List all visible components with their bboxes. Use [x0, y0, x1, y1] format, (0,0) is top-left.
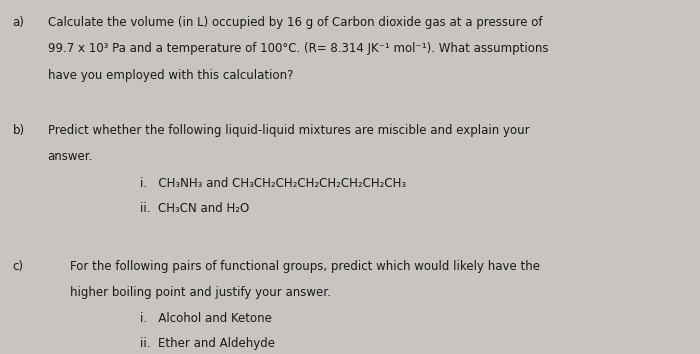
Text: For the following pairs of functional groups, predict which would likely have th: For the following pairs of functional gr…: [70, 260, 540, 273]
Text: Predict whether the following liquid-liquid mixtures are miscible and explain yo: Predict whether the following liquid-liq…: [48, 124, 529, 137]
Text: 99.7 x 10³ Pa and a temperature of 100°C. (R= 8.314 JK⁻¹ mol⁻¹). What assumption: 99.7 x 10³ Pa and a temperature of 100°C…: [48, 42, 548, 56]
Text: b): b): [13, 124, 25, 137]
Text: higher boiling point and justify your answer.: higher boiling point and justify your an…: [70, 286, 331, 299]
Text: ii.  Ether and Aldehyde: ii. Ether and Aldehyde: [140, 337, 275, 350]
Text: a): a): [13, 16, 25, 29]
Text: have you employed with this calculation?: have you employed with this calculation?: [48, 69, 293, 82]
Text: Calculate the volume (in L) occupied by 16 g of Carbon dioxide gas at a pressure: Calculate the volume (in L) occupied by …: [48, 16, 542, 29]
Text: c): c): [13, 260, 24, 273]
Text: answer.: answer.: [48, 150, 93, 163]
Text: ii.  CH₃CN and H₂O: ii. CH₃CN and H₂O: [140, 202, 249, 216]
Text: i.   Alcohol and Ketone: i. Alcohol and Ketone: [140, 312, 272, 325]
Text: i.   CH₃NH₃ and CH₃CH₂CH₂CH₂CH₂CH₂CH₂CH₃: i. CH₃NH₃ and CH₃CH₂CH₂CH₂CH₂CH₂CH₂CH₃: [140, 177, 406, 190]
